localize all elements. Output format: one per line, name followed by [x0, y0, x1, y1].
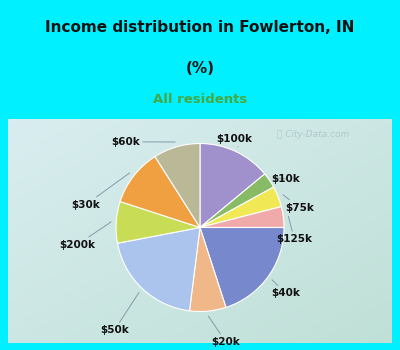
Wedge shape — [200, 187, 281, 228]
Text: All residents: All residents — [153, 92, 247, 106]
Text: ⓘ City-Data.com: ⓘ City-Data.com — [277, 130, 349, 139]
Wedge shape — [200, 174, 274, 228]
Wedge shape — [155, 144, 200, 228]
Wedge shape — [116, 202, 200, 243]
Text: $50k: $50k — [100, 292, 139, 335]
Wedge shape — [200, 144, 265, 228]
Text: $10k: $10k — [271, 174, 300, 184]
Wedge shape — [200, 228, 284, 307]
Text: $20k: $20k — [208, 316, 240, 347]
Wedge shape — [200, 206, 284, 228]
Text: $30k: $30k — [71, 173, 130, 210]
Text: $40k: $40k — [271, 280, 300, 298]
Text: $100k: $100k — [216, 134, 252, 147]
Text: $200k: $200k — [59, 222, 111, 250]
Text: Income distribution in Fowlerton, IN: Income distribution in Fowlerton, IN — [45, 20, 355, 35]
Wedge shape — [120, 156, 200, 228]
Wedge shape — [118, 228, 200, 311]
Text: $75k: $75k — [283, 195, 314, 212]
Text: (%): (%) — [186, 61, 214, 76]
Text: $125k: $125k — [276, 216, 312, 244]
Wedge shape — [190, 228, 226, 312]
Text: $60k: $60k — [111, 137, 175, 147]
